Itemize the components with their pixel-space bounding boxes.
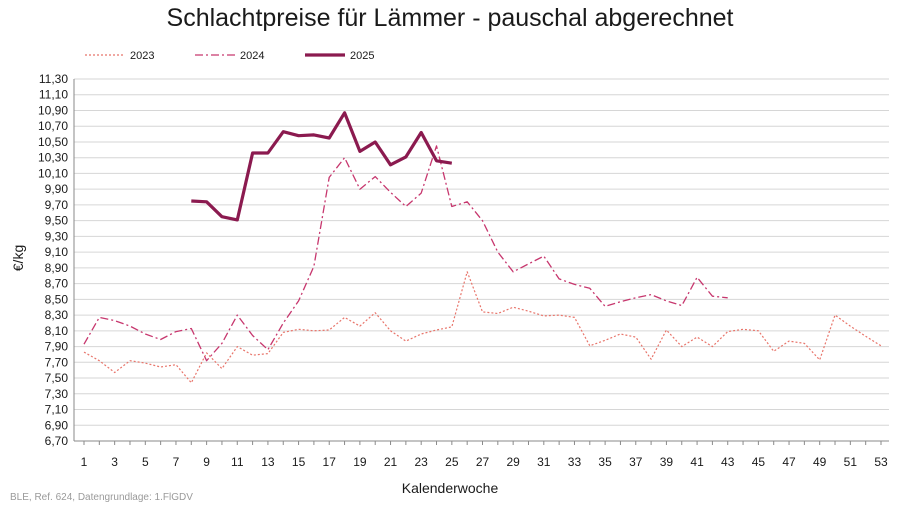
x-tick-label: 29 — [506, 455, 520, 469]
y-tick-label: 10,30 — [38, 151, 68, 165]
x-tick-label: 47 — [782, 455, 796, 469]
x-tick-label: 43 — [721, 455, 735, 469]
y-tick-label: 7,70 — [45, 355, 69, 369]
legend: 2023 2024 2025 — [85, 50, 374, 62]
y-tick-label: 9,30 — [45, 229, 69, 243]
y-tick-label: 8,70 — [45, 277, 69, 291]
y-tick-label: 7,10 — [45, 403, 69, 417]
series-line-2023 — [83, 271, 882, 384]
x-tick-label: 23 — [415, 455, 429, 469]
gridlines — [74, 78, 889, 442]
x-tick-label: 5 — [142, 455, 149, 469]
source-note: BLE, Ref. 624, Datengrundlage: 1.FlGDV — [10, 492, 193, 503]
y-tick-label: 8,10 — [45, 324, 69, 338]
x-tick-label: 53 — [874, 455, 888, 469]
x-tick-label: 11 — [231, 455, 244, 469]
x-tick-label: 1 — [81, 455, 88, 469]
x-tick-label: 15 — [292, 455, 306, 469]
y-tick-label: 11,10 — [39, 88, 68, 102]
y-tick-label: 8,90 — [45, 261, 69, 275]
y-tick-label: 6,90 — [45, 418, 69, 432]
chart-title: Schlachtpreise für Lämmer - pauschal abg… — [166, 4, 734, 32]
x-tick-label: 19 — [353, 455, 367, 469]
x-tick-label: 25 — [445, 455, 459, 469]
x-tick-label: 35 — [598, 455, 612, 469]
y-tick-label: 10,70 — [38, 119, 68, 133]
x-tick-label: 9 — [203, 455, 210, 469]
x-tick-label: 27 — [476, 455, 490, 469]
series-line-2024 — [83, 145, 728, 362]
y-tick-label: 9,90 — [45, 182, 69, 196]
legend-label-2025: 2025 — [350, 50, 374, 62]
y-tick-label: 6,70 — [45, 434, 69, 448]
y-tick-label: 7,50 — [45, 371, 69, 385]
y-tick-label: 7,30 — [45, 387, 69, 401]
y-tick-label: 10,10 — [38, 166, 68, 180]
x-tick-label: 39 — [660, 455, 674, 469]
x-tick-label: 17 — [323, 455, 337, 469]
x-tick-label: 33 — [568, 455, 582, 469]
y-tick-labels: 6,70 6,907,10 7,30 7,50 7,707,90 8,10 8,30 8,50… — [38, 72, 68, 448]
x-tick-label: 37 — [629, 455, 643, 469]
y-tick-label: 9,70 — [45, 198, 69, 212]
x-tick-label: 21 — [384, 455, 398, 469]
x-axis-label: Kalenderwoche — [401, 480, 499, 496]
y-tick-label: 7,90 — [45, 340, 69, 354]
legend-label-2023: 2023 — [130, 50, 154, 62]
x-tick-label: 3 — [111, 455, 118, 469]
y-tick-label: 11,30 — [39, 72, 68, 86]
x-tick-labels: 1 3 5 7 9 11 13 15 17 19 21 23 25 27 29 31 33 35 37 39 41 43 4… — [81, 455, 888, 469]
y-tick-label: 9,50 — [45, 214, 69, 228]
x-tick-label: 51 — [844, 455, 858, 469]
series-line-2025 — [191, 111, 453, 222]
y-axis-label: €/kg — [10, 244, 26, 272]
x-tick-label: 7 — [173, 455, 180, 469]
y-tick-label: 8,30 — [45, 308, 69, 322]
x-tick-label: 45 — [752, 455, 766, 469]
x-tick-label: 41 — [690, 455, 704, 469]
y-tick-label: 10,90 — [38, 103, 68, 117]
series-lines — [83, 111, 882, 384]
y-tick-label: 8,50 — [45, 292, 69, 306]
x-tick-label: 49 — [813, 455, 827, 469]
x-tick-label: 31 — [537, 455, 551, 469]
y-tick-label: 9,10 — [45, 245, 69, 259]
axes — [73, 79, 889, 445]
x-tick-label: 13 — [261, 455, 275, 469]
y-tick-label: 10,50 — [38, 135, 68, 149]
legend-label-2024: 2024 — [240, 50, 264, 62]
